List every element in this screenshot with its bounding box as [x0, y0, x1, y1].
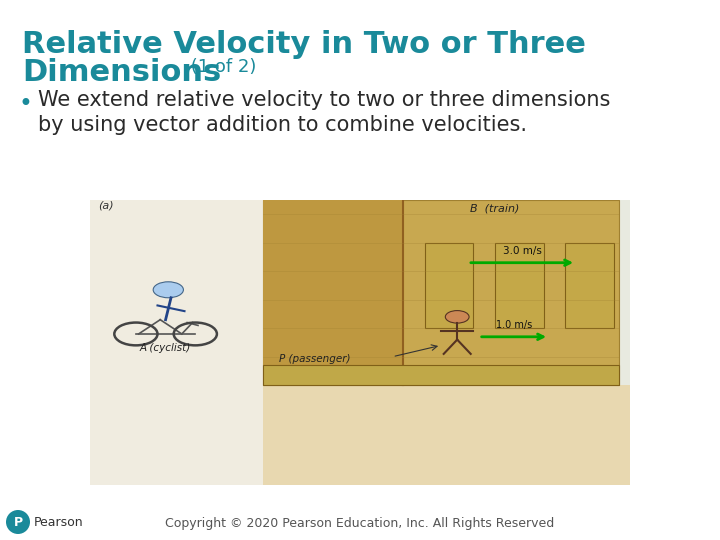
Circle shape	[445, 310, 469, 323]
Polygon shape	[263, 200, 619, 314]
Polygon shape	[263, 200, 619, 385]
Bar	[90, 200, 263, 485]
Text: •: •	[18, 92, 32, 116]
Polygon shape	[90, 385, 630, 485]
Text: P: P	[14, 516, 22, 529]
Text: (1 of 2): (1 of 2)	[185, 58, 256, 76]
Text: 1.0 m/s: 1.0 m/s	[496, 320, 532, 330]
Polygon shape	[263, 200, 630, 385]
Bar	[425, 243, 474, 328]
Bar	[565, 243, 614, 328]
Circle shape	[153, 282, 184, 298]
Text: B  (train): B (train)	[470, 204, 520, 213]
Text: Copyright © 2020 Pearson Education, Inc. All Rights Reserved: Copyright © 2020 Pearson Education, Inc.…	[166, 517, 554, 530]
Text: 3.0 m/s: 3.0 m/s	[503, 246, 541, 256]
Text: Dimensions: Dimensions	[22, 58, 221, 87]
Text: Relative Velocity in Two or Three: Relative Velocity in Two or Three	[22, 30, 586, 59]
Polygon shape	[263, 365, 619, 385]
Circle shape	[6, 510, 30, 534]
Text: by using vector addition to combine velocities.: by using vector addition to combine velo…	[38, 115, 527, 135]
Text: (a): (a)	[98, 200, 114, 211]
Text: A (cyclist): A (cyclist)	[140, 343, 192, 353]
Polygon shape	[263, 200, 403, 385]
Text: We extend relative velocity to two or three dimensions: We extend relative velocity to two or th…	[38, 90, 611, 110]
Text: Pearson: Pearson	[34, 516, 84, 529]
Text: P (passenger): P (passenger)	[279, 354, 351, 364]
Bar	[495, 243, 544, 328]
